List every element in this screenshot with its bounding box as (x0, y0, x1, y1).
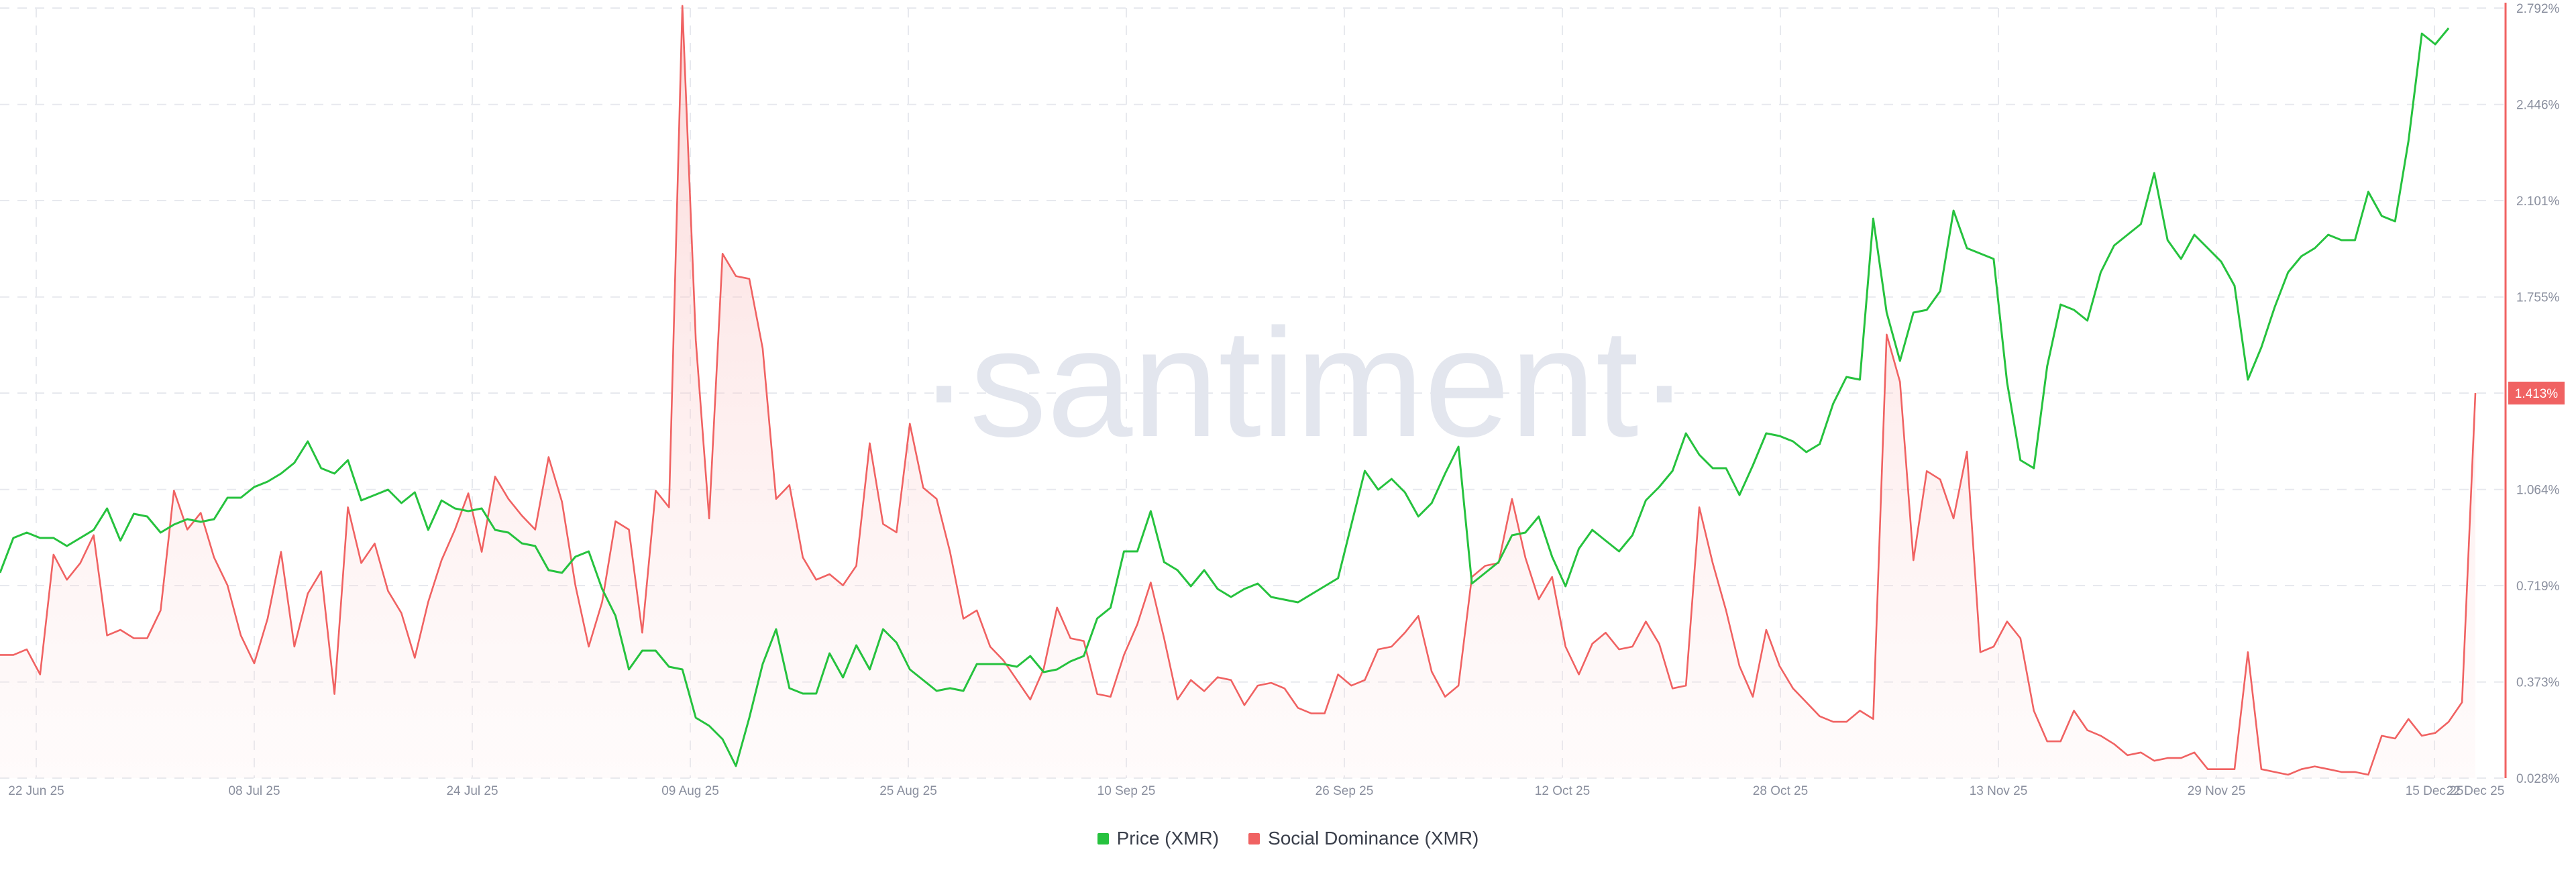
x-tick-label: 22 Dec 25 (2447, 784, 2505, 798)
y-tick-label: 0.719% (2516, 580, 2560, 594)
last-value-badge: 1.413% (2508, 382, 2565, 404)
y-tick-label: 1.755% (2516, 291, 2560, 305)
x-tick-label: 15 Dec 25 (2406, 784, 2464, 798)
x-tick-label: 22 Jun 25 (8, 784, 64, 798)
watermark: ·santiment· (918, 296, 1690, 469)
x-tick-label: 28 Oct 25 (1753, 784, 1808, 798)
x-tick-label: 10 Sep 25 (1097, 784, 1156, 798)
x-tick-label: 08 Jul 25 (228, 784, 280, 798)
y-tick-label: 2.446% (2516, 99, 2560, 113)
y-tick-label: 0.373% (2516, 676, 2560, 690)
x-tick-label: 12 Oct 25 (1535, 784, 1590, 798)
series-layer (0, 5, 2477, 779)
x-tick-label: 29 Nov 25 (2188, 784, 2246, 798)
right-y-axis: 2.792% 2.446% 2.101% 1.755% 1.413% 1.064% 0.71… (2504, 2, 2560, 786)
legend-item-price[interactable]: Price (XMR) (1097, 828, 1219, 849)
y-tick-label: 2.792% (2516, 2, 2560, 16)
series-social-dominance-line (0, 5, 2477, 776)
last-value-badge-bg (2508, 382, 2565, 404)
series-social-dominance-area (0, 5, 2475, 779)
legend-item-social-dominance[interactable]: Social Dominance (XMR) (1248, 828, 1479, 849)
legend-swatch-price (1097, 832, 1109, 844)
legend: Price (XMR) Social Dominance (XMR) (0, 828, 2576, 849)
legend-swatch-social-dominance (1248, 832, 1260, 844)
last-value-badge-text: 1.413% (2515, 387, 2559, 401)
x-tick-label: 25 Aug 25 (879, 784, 937, 798)
y-tick-label: 2.101% (2516, 195, 2560, 209)
x-tick-label: 13 Nov 25 (1970, 784, 2028, 798)
x-tick-label: 24 Jul 25 (446, 784, 498, 798)
y-tick-label: 0.028% (2516, 772, 2560, 786)
legend-label-social-dominance: Social Dominance (XMR) (1268, 828, 1479, 849)
x-tick-label: 09 Aug 25 (661, 784, 719, 798)
y-tick-label: 1.064% (2516, 484, 2560, 498)
legend-label-price: Price (XMR) (1116, 828, 1220, 849)
x-axis: 22 Jun 25 08 Jul 25 24 Jul 25 09 Aug 25 25 A… (8, 784, 2504, 798)
x-tick-label: 26 Sep 25 (1316, 784, 1374, 798)
series-price-line (0, 28, 2450, 767)
